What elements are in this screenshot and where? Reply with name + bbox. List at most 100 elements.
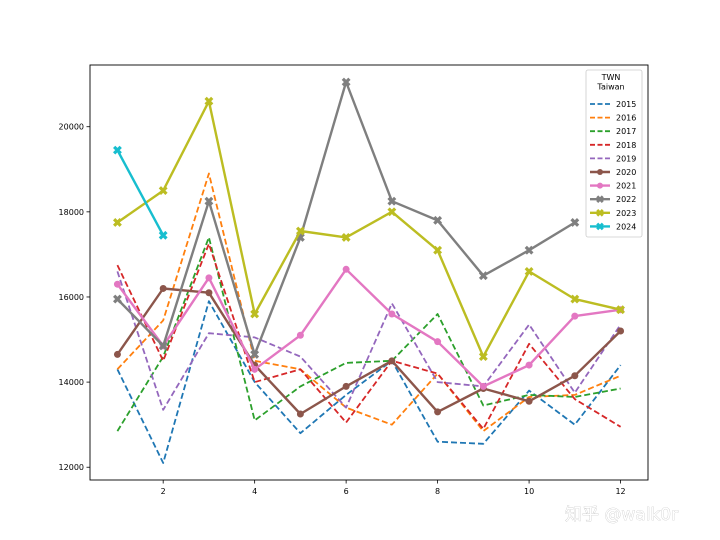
- data-point: [433, 215, 443, 225]
- data-point: [570, 294, 580, 304]
- series-2021: [113, 265, 625, 390]
- legend-label: 2017: [616, 127, 636, 136]
- watermark: 知乎 @walk0r: [565, 505, 678, 525]
- plot-frame: [89, 64, 649, 481]
- data-point: [616, 305, 625, 315]
- legend-item: 2021: [590, 182, 636, 191]
- series-line: [116, 99, 621, 358]
- data-point: [434, 408, 442, 416]
- y-tick-label: 12000: [59, 463, 84, 472]
- series-line: [116, 149, 165, 236]
- legend-box: [585, 69, 643, 238]
- data-point: [570, 218, 580, 227]
- series-2015: [116, 300, 622, 464]
- legend-item: 2020: [590, 168, 636, 177]
- data-point: [205, 289, 213, 297]
- legend-label: 2022: [616, 195, 636, 204]
- series-layer: [113, 77, 625, 464]
- data-point: [205, 274, 213, 282]
- data-point: [295, 226, 305, 236]
- legend-label: 2023: [616, 209, 636, 218]
- legend-item: 2017: [590, 127, 636, 136]
- data-point: [433, 245, 443, 255]
- series-line: [116, 236, 621, 432]
- y-tick-label: 18000: [59, 208, 84, 217]
- series-line: [116, 268, 621, 388]
- axis-layer: 2 4 6 8 10 12 12000 14000 16000 18000 20000: [59, 123, 626, 496]
- data-point: [113, 280, 121, 288]
- x-tick-label: 2: [161, 487, 166, 496]
- data-point: [479, 382, 487, 390]
- legend-label: 2018: [616, 141, 636, 150]
- series-2019: [116, 271, 622, 411]
- data-point: [387, 207, 397, 217]
- legend-marker: [596, 195, 604, 203]
- legend-item: 2019: [590, 154, 636, 163]
- data-point: [434, 338, 442, 346]
- series-line: [116, 287, 622, 416]
- series-2023: [113, 96, 625, 361]
- legend-marker: [597, 182, 603, 189]
- legend-label: 2020: [616, 168, 636, 177]
- data-point: [113, 350, 121, 358]
- data-point: [387, 196, 397, 206]
- data-point: [251, 365, 259, 373]
- x-tick-label: 4: [252, 487, 257, 496]
- legend-marker: [596, 222, 604, 231]
- data-point: [525, 361, 533, 369]
- data-point: [342, 382, 350, 390]
- legend-label: 2021: [616, 182, 636, 191]
- y-tick-label: 16000: [59, 293, 84, 302]
- legend-marker: [597, 169, 603, 175]
- data-point: [158, 186, 168, 195]
- data-point: [341, 232, 351, 242]
- series-2024: [113, 145, 168, 240]
- y-tick-label: 14000: [59, 378, 84, 387]
- data-point: [113, 218, 122, 227]
- x-tick-label: 12: [615, 487, 625, 496]
- legend-label: 2019: [616, 154, 636, 163]
- data-point: [250, 350, 260, 359]
- legend-label: 2015: [616, 100, 636, 109]
- series-2017: [116, 236, 621, 432]
- legend-item: 2015: [590, 100, 636, 109]
- data-point: [478, 271, 488, 281]
- data-point: [524, 245, 534, 255]
- legend-item: 2018: [590, 141, 636, 150]
- legend-item: 2016: [590, 114, 636, 123]
- data-point: [571, 372, 579, 380]
- data-point: [204, 96, 214, 106]
- data-point: [478, 352, 488, 361]
- data-point: [204, 196, 214, 206]
- x-tick-label: 6: [344, 487, 349, 496]
- data-point: [159, 284, 167, 292]
- data-point: [571, 312, 579, 320]
- data-point: [342, 265, 350, 273]
- legend-label: 2016: [616, 114, 636, 123]
- data-point: [296, 410, 304, 418]
- data-point: [250, 309, 260, 319]
- x-tick-label: 10: [524, 487, 534, 496]
- data-point: [158, 341, 168, 351]
- legend-label: 2024: [616, 222, 636, 231]
- data-point: [113, 294, 122, 304]
- series-line: [116, 271, 622, 411]
- x-tick-label: 8: [435, 487, 440, 496]
- legend-title: Taiwan: [596, 83, 624, 92]
- legend-item: 2023: [590, 209, 636, 218]
- series-line: [116, 242, 622, 430]
- data-point: [388, 357, 396, 365]
- data-point: [525, 397, 533, 405]
- data-point: [158, 230, 168, 240]
- series-2018: [116, 242, 622, 430]
- data-point: [341, 77, 351, 87]
- data-point: [524, 267, 534, 276]
- data-point: [617, 327, 625, 335]
- data-point: [388, 310, 396, 318]
- legend-marker: [596, 209, 604, 217]
- y-tick-label: 20000: [59, 123, 84, 132]
- legend-item: 2024: [590, 222, 636, 231]
- legend-title: TWN: [601, 73, 621, 82]
